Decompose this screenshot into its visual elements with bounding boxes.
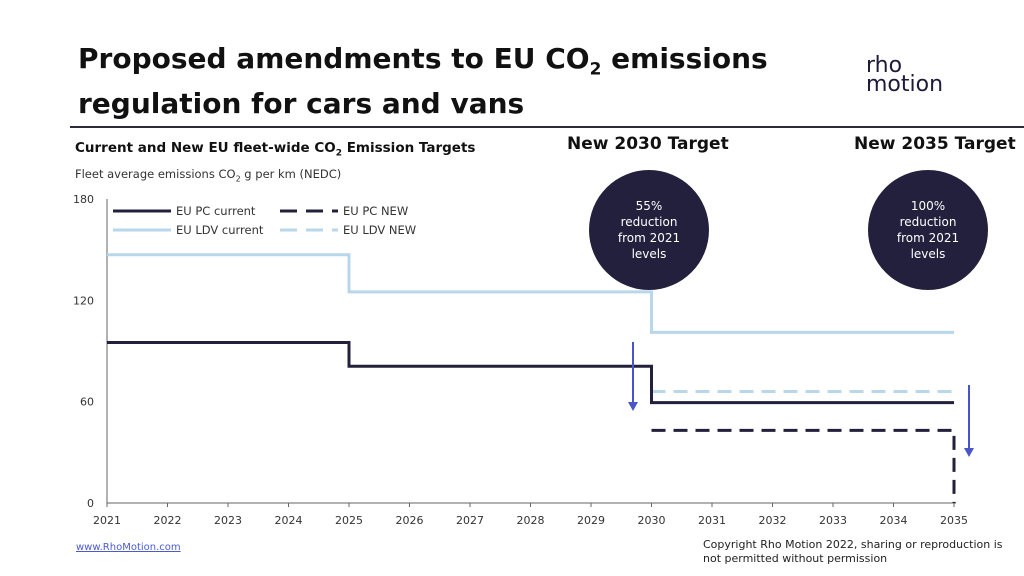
y-tick-label: 180 — [73, 193, 94, 206]
x-tick-label: 2026 — [396, 514, 424, 527]
x-tick-label: 2033 — [819, 514, 847, 527]
legend-label: EU LDV current — [176, 223, 264, 237]
series-eu-pc-current — [107, 341, 954, 405]
logo-line1: rho — [866, 53, 903, 78]
title-divider — [70, 126, 1024, 128]
x-tick-label: 2027 — [456, 514, 484, 527]
x-tick-label: 2030 — [638, 514, 666, 527]
y-tick-label: 0 — [87, 497, 94, 510]
x-tick-label: 2022 — [154, 514, 182, 527]
chart-title: Current and New EU fleet-wide CO2 Emissi… — [75, 140, 476, 159]
legend-label: EU PC current — [176, 204, 256, 218]
slide-title: Proposed amendments to EU CO2 emissions … — [78, 42, 768, 120]
reduction-arrow-head — [964, 448, 974, 457]
target-label-2030: New 2030 Target — [567, 134, 729, 154]
legend-label: EU PC NEW — [343, 204, 408, 218]
series-eu-ldv-current — [107, 253, 954, 334]
x-tick-label: 2021 — [93, 514, 121, 527]
chart-subtitle: Fleet average emissions CO2 g per km (NE… — [75, 167, 342, 184]
x-tick-label: 2029 — [577, 514, 605, 527]
target-label-2035: New 2035 Target — [854, 134, 1016, 154]
series-eu-pc-new — [651, 428, 956, 503]
logo-line2: motion — [866, 72, 944, 97]
legend-label: EU LDV NEW — [343, 223, 416, 237]
rho-motion-logo: rho motion — [866, 53, 944, 97]
x-tick-label: 2023 — [214, 514, 242, 527]
x-tick-label: 2025 — [335, 514, 363, 527]
x-tick-label: 2034 — [880, 514, 908, 527]
badge-2030: 55% reduction from 2021 levels — [589, 170, 709, 290]
reduction-arrow-head — [628, 402, 638, 411]
y-tick-label: 120 — [73, 294, 94, 307]
copyright-notice: Copyright Rho Motion 2022, sharing or re… — [703, 538, 1003, 565]
y-tick-label: 60 — [80, 396, 94, 409]
x-tick-label: 2031 — [698, 514, 726, 527]
x-tick-label: 2035 — [940, 514, 968, 527]
x-tick-label: 2028 — [517, 514, 545, 527]
x-tick-label: 2032 — [759, 514, 787, 527]
badge-2035: 100% reduction from 2021 levels — [868, 170, 988, 290]
x-tick-label: 2024 — [275, 514, 303, 527]
website-link[interactable]: www.RhoMotion.com — [76, 542, 181, 553]
